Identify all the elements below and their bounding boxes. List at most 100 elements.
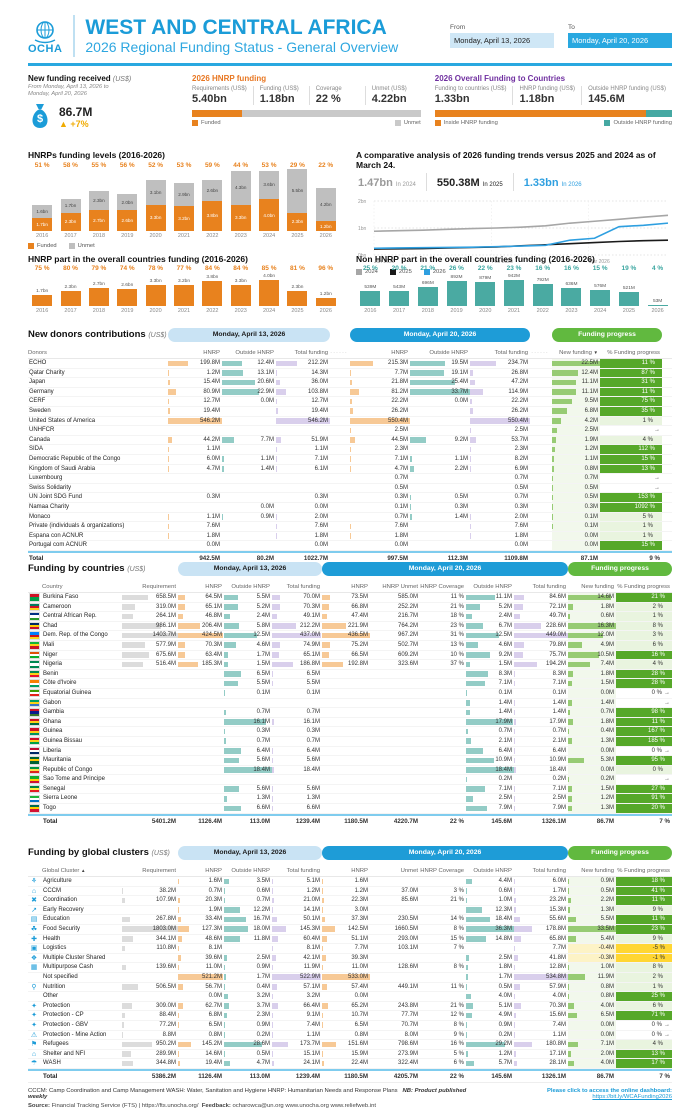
to-date-picker[interactable]: Monday, April 20, 2026 <box>568 33 672 48</box>
table-row[interactable]: Dem. Rep. of the Congo 1403.7M 424.5M 12.5M… <box>28 631 672 641</box>
table-row[interactable]: ✦ Protection 309.0M 62.7M 3.7M 66.4M 65.2M 243.… <box>28 1001 672 1012</box>
hnrp-part-chart[interactable]: HNRP part in the overall countries fundi… <box>28 254 340 324</box>
table-row[interactable]: Germany 80.9M 22.9M 103.8M 81.2M 33.7M 114.9M 1… <box>28 387 672 398</box>
table-row[interactable]: Gabon 1.4M 1.4M 1.4M → <box>28 698 672 709</box>
cluster-name: Refugees <box>43 1041 69 1048</box>
flag-cell <box>28 736 42 746</box>
table-row[interactable]: Canada 44.2M 7.7M 51.9M 44.5M 9.2M 53.7M 1.9M 4 … <box>28 435 672 446</box>
bar-column: 2.6bn 3.8bn <box>198 169 226 231</box>
table-row[interactable]: Cameroon 319.0M 65.1M 5.2M 70.3M 66.8M 252.2M 2… <box>28 602 672 613</box>
table-row[interactable]: Portugal com ACNUR 0.0M 0.0M 0.0M 0.0M 0.0M 15… <box>28 541 672 551</box>
table-row[interactable]: Central African Rep. 264.1M 46.8M 2.4M 49.1M… <box>28 612 672 622</box>
sort-header[interactable]: Global Cluster ▲ <box>42 868 86 874</box>
table-row[interactable]: UN Joint SDG Fund 0.3M 0.3M 0.3M 0.5M 0.7M 0.5… <box>28 493 672 503</box>
table-row[interactable]: Swiss Solidarity 0.5M 0.5M 0.5M → <box>28 483 672 494</box>
table-row[interactable]: United States of America 546.2M 546.2M 550.… <box>28 416 672 427</box>
cluster-name: Health <box>43 935 61 942</box>
table-row[interactable]: Private (individuals & organizations) 7.6… <box>28 522 672 532</box>
table-row[interactable]: ✚ Health 344.1M 48.6M 11.8M 60.4M 51.1M 293.0M 1… <box>28 934 672 945</box>
table-row[interactable]: Mali 577.9M 70.3M 4.6M 74.9M 75.2M 502.7M 13 % 4… <box>28 640 672 651</box>
funding-trend-chart[interactable]: A comparative analysis of 2026 funding t… <box>356 150 672 275</box>
table-row[interactable]: ↗ Early Recovery 1.9M 12.2M 14.1M 3.0M 12.3M 15… <box>28 905 672 916</box>
table-row[interactable]: Niger 675.6M 63.4M 1.7M 65.1M 66.5M 609.2M 10 %… <box>28 650 672 661</box>
donor-name: Sweden <box>29 407 51 414</box>
table-row[interactable]: ✦ Protection - CP 88.4M 6.8M 2.3M 9.1M 10.7M 77… <box>28 1011 672 1021</box>
non-hnrp-part-chart[interactable]: Non HNRP part in the overall countries f… <box>356 254 672 324</box>
table-row[interactable]: Espana con ACNUR 1.8M 1.8M 1.8M 1.8M 0.0M1 %↗ <box>28 531 672 542</box>
funding-progress-cell: 11 %↑ <box>616 915 672 924</box>
hnrp-levels-chart[interactable]: HNRPs funding levels (2016-2026) 51 % 58 … <box>28 150 340 250</box>
total-funding-bar <box>272 805 273 812</box>
table-row[interactable]: Luxembourg 0.7M 0.7M 0.7M → <box>28 474 672 484</box>
bar-column: 2.3bn <box>283 272 311 306</box>
value-cell <box>178 737 224 746</box>
outside-hnrp-bar <box>224 888 225 894</box>
value-cell: 1.4M <box>410 513 470 522</box>
total-funding-bar <box>272 652 280 658</box>
value-cell: 79.8M <box>514 641 568 650</box>
value-cell: 22 % <box>449 817 464 825</box>
total-funding-bar <box>514 878 515 885</box>
hnrp-bar <box>322 1041 336 1048</box>
table-row[interactable]: Not specified 521.2M 1.7M 522.9M 533.0M 1.7M 5… <box>28 972 672 983</box>
table-row[interactable]: ▤ Education 267.8M 33.4M 16.7M 50.1M 37.3M 230.… <box>28 915 672 925</box>
table-row[interactable]: Kingdom of Saudi Arabia 4.7M 1.4M 6.1M 4.7M 2… <box>28 464 672 475</box>
table-row[interactable]: Japan 15.4M 20.6M 36.0M 21.8M 25.4M 47.2M 11.1M… <box>28 378 672 388</box>
dashboard-link[interactable]: https://bit.ly/WCAFunding2026 <box>592 1094 672 1100</box>
table-row[interactable]: UNHFCR 2.5M 2.5M 2.5M → <box>28 426 672 436</box>
table-row[interactable]: Sao Tome and Principe 0.2M 0.2M 0.2M → <box>28 775 672 785</box>
table-row[interactable]: CERF 12.7M 0.0M 12.7M 22.2M 0.0M 22.2M 9.5M 75 %… <box>28 397 672 407</box>
funding-progress-cell: 6 %↗ <box>616 640 672 650</box>
table-row[interactable]: ⚠ Protection - Mine Action 8.8M 0.8M 0.2M 1.1… <box>28 1030 672 1041</box>
table-row[interactable]: Nigeria 516.4M 185.3M 1.5M 186.8M 192.8M 323.6… <box>28 660 672 670</box>
total-funding-bar <box>514 907 516 913</box>
table-row[interactable]: Burkina Faso 658.5M 64.5M 5.5M 70.0M 73.5M 585… <box>28 593 672 603</box>
table-row[interactable]: ▦ Multipurpose Cash 139.6M 11.0M 0.9M 11.9M 11… <box>28 963 672 973</box>
senegal-flag-icon <box>28 784 40 794</box>
value-cell <box>420 973 466 982</box>
from-date-picker[interactable]: Monday, April 13, 2026 <box>450 33 554 48</box>
table-row[interactable]: ⚑ Refugees 950.2M 145.2M 28.6M 173.7M 151.6M 79… <box>28 1040 672 1050</box>
table-row[interactable]: ✖ Coordination 107.9M 20.3M 0.7M 21.0M 22.3M 85… <box>28 896 672 906</box>
table-row[interactable]: ☂ WASH 344.8M 19.4M 4.7M 24.1M 22.4M 322.4M 6 % 5… <box>28 1059 672 1069</box>
table-row[interactable]: Republic of Congo 18.4M 18.4M 18.4M 18.4M 0.0… <box>28 765 672 776</box>
value-cell: 18.4M <box>466 915 514 924</box>
value-cell: 17.9M <box>514 718 568 727</box>
hnrp-bar <box>178 604 185 610</box>
table-row[interactable]: ⌂ Shelter and NFI 289.9M 14.6M 0.5M 15.1M 15.9… <box>28 1049 672 1060</box>
table-row[interactable]: Qatar Charity 1.2M 13.1M 14.3M 7.7M 19.1M 26.8… <box>28 368 672 379</box>
table-row[interactable]: ⌂ CCCM 38.2M 0.7M 0.6M 1.2M 1.2M 37.0M 3 % 0.6M 1.… <box>28 886 672 897</box>
table-row[interactable]: ❖ Multiple Cluster Shared 39.6M 2.5M 42.1M 39… <box>28 953 672 964</box>
value-cell: 234.7M <box>470 359 530 368</box>
value-cell: Total <box>43 817 58 825</box>
table-row[interactable]: Namaa Charity 0.0M 0.0M 0.1M 0.3M 0.3M 0.3M 109… <box>28 502 672 513</box>
table-row[interactable]: ✦ Protection - GBV 77.2M 6.5M 0.9M 7.4M 6.5M 70… <box>28 1020 672 1031</box>
table-row[interactable]: ☘ Food Security 1803.0M 127.3M 18.0M 145.3M 14… <box>28 924 672 935</box>
table-row[interactable]: ⚲ Nutrition 506.5M 56.7M 0.4M 57.1M 57.4M 449.1… <box>28 982 672 993</box>
sort-header[interactable]: New funding ▼ <box>559 350 598 356</box>
table-row[interactable]: Chad 986.1M 206.4M 5.8M 212.2M 221.9M 764.2M 23… <box>28 621 672 632</box>
table-row[interactable]: ⚘ Agriculture 1.6M 3.5M 5.1M 1.6M 4.4M 6.0M 0.9M… <box>28 877 672 887</box>
table-row[interactable]: ECHO 199.8M 12.4M 212.2M 215.3M 19.5M 234.7M 22… <box>28 359 672 369</box>
equatorial-guinea-flag-icon <box>28 688 40 698</box>
table-row[interactable]: Democratic Republic of the Congo 6.0M 1.1M… <box>28 454 672 465</box>
table-row[interactable]: Liberia 6.4M 6.4M 6.4M 6.4M 0.0M 0 % → <box>28 746 672 757</box>
value-cell: 2.2M <box>410 465 470 474</box>
table-row[interactable]: Equatorial Guinea 0.1M 0.1M 0.1M 0.1M 0.0M 0 %… <box>28 688 672 699</box>
table-row[interactable]: ▣ Logistics 110.8M 8.1M 8.1M 7.7M 103.1M 7 % 7.7… <box>28 944 672 954</box>
value-cell <box>420 756 466 765</box>
